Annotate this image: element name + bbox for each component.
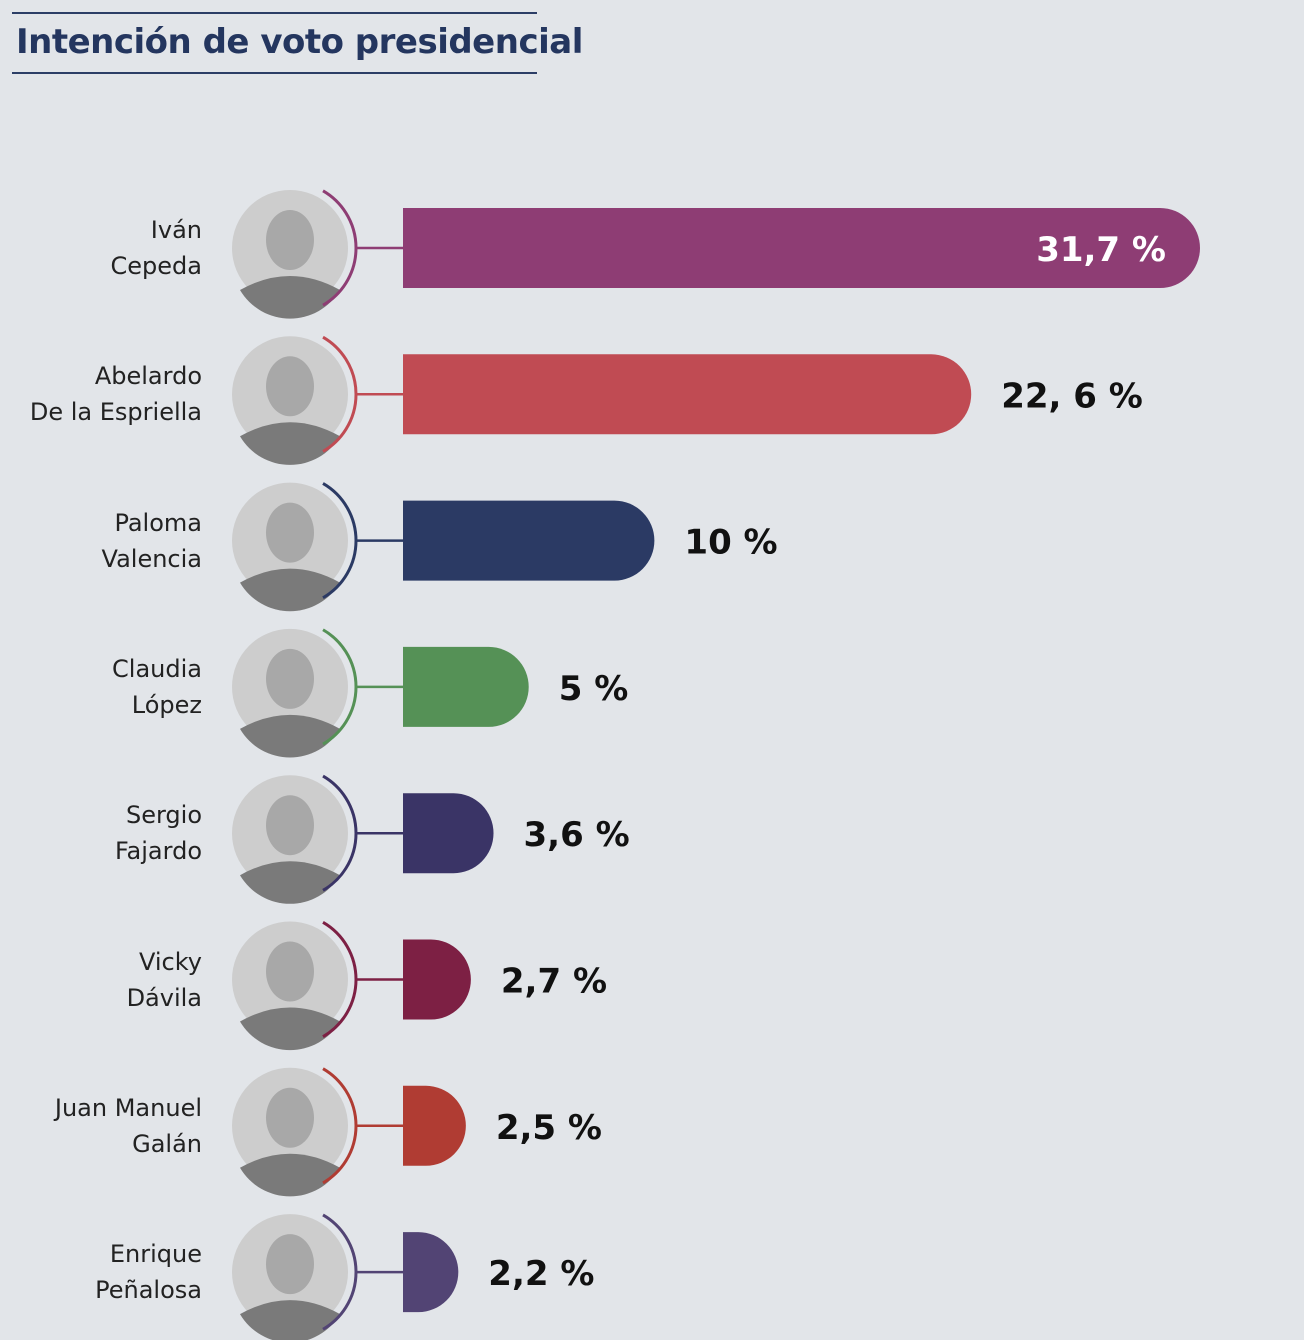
bar: [403, 208, 1200, 288]
candidate-name-line1: Claudia: [112, 654, 202, 683]
candidate-photo-abelardo-de-la-espriella: [232, 336, 348, 465]
value-label: 2,5 %: [496, 1108, 602, 1148]
candidate-name-line1: Iván: [150, 216, 202, 244]
candidate-name: Iván Cepeda: [0, 212, 202, 284]
photo-arc: [322, 482, 358, 600]
value-label: 2,7 %: [501, 962, 607, 1002]
candidate-photo-sergio-fajardo: [232, 775, 348, 904]
candidate-name-line1: Vicky: [139, 947, 202, 976]
candidate-photo-claudia-lopez: [232, 628, 348, 758]
photo-arc: [322, 921, 358, 1038]
bar-row: 2,5 %: [232, 1067, 602, 1197]
candidate-name-line2: De la Espriella: [29, 398, 202, 427]
photo-arc: [322, 335, 358, 453]
candidate-name: Sergio Fajardo: [0, 797, 202, 869]
bar: [403, 354, 972, 435]
candidate-photo-vicky-davila: [232, 921, 348, 1051]
candidate-name: Abelardo De la Espriella: [0, 358, 202, 430]
candidate-name: Vicky Dávila: [0, 944, 202, 1016]
candidate-name: Juan Manuel Galán: [0, 1090, 202, 1162]
bar-row: 31,7 %: [232, 189, 1200, 319]
candidate-name-line1: Sergio: [125, 801, 202, 830]
candidate-photo-paloma-valencia: [232, 482, 348, 612]
candidate-name: Enrique Peñalosa: [0, 1236, 202, 1308]
candidate-name-line2: López: [131, 690, 202, 719]
chart-title: Intención de voto presidencial: [16, 22, 583, 62]
bar: [403, 500, 655, 581]
bar: [403, 939, 471, 1020]
bar-row: 5 %: [232, 628, 629, 758]
photo-arc: [322, 1067, 358, 1185]
candidate-name-line2: Fajardo: [114, 837, 202, 866]
photo-arc: [322, 774, 358, 892]
value-label: 5 %: [559, 669, 629, 709]
bar-row: 10 %: [232, 482, 778, 612]
bar: [403, 646, 529, 727]
title-box: Intención de voto presidencial: [12, 12, 583, 74]
photo-arc: [322, 628, 358, 746]
candidate-name-line2: Peñalosa: [95, 1276, 202, 1305]
candidate-photo-juan-manuel-galan: [232, 1067, 348, 1197]
bar-row: 3,6 %: [232, 774, 630, 904]
candidate-name-line2: Dávila: [126, 983, 202, 1012]
value-label: 3,6 %: [524, 815, 630, 855]
candidate-name-line2: Galán: [132, 1129, 202, 1158]
bar-row: 2,2 %: [232, 1213, 594, 1340]
bar-row: 2,7 %: [232, 921, 607, 1051]
candidate-photo-ivan-cepeda: [232, 190, 348, 319]
value-label: 10 %: [684, 523, 777, 563]
value-label: 22, 6 %: [1001, 376, 1143, 416]
bar: [403, 1232, 459, 1313]
candidate-name-line1: Juan Manuel: [54, 1093, 202, 1122]
candidate-name-line2: Valencia: [101, 544, 202, 573]
candidate-name-line1: Abelardo: [94, 362, 202, 391]
candidate-name: Paloma Valencia: [0, 505, 202, 577]
photo-arc: [322, 189, 358, 307]
value-label: 31,7 %: [1036, 230, 1166, 270]
bar-row: 22, 6 %: [232, 335, 1143, 465]
candidate-name-line1: Paloma: [114, 508, 202, 537]
value-label: 2,2 %: [488, 1254, 594, 1294]
candidate-photo-enrique-penalosa: [232, 1214, 348, 1340]
candidate-name-line2: Cepeda: [110, 252, 202, 280]
candidate-name-line1: Enrique: [109, 1240, 202, 1269]
photo-arc: [322, 1213, 358, 1331]
bar: [403, 1085, 466, 1166]
candidate-name: Claudia López: [0, 651, 202, 723]
bar: [403, 793, 494, 874]
